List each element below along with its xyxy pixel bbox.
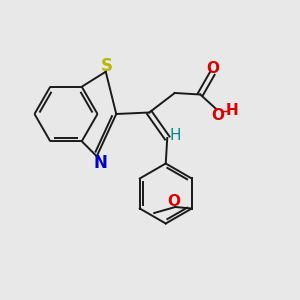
Text: O: O <box>212 108 224 123</box>
Text: H: H <box>170 128 182 142</box>
Text: O: O <box>206 61 219 76</box>
Text: O: O <box>167 194 180 209</box>
Text: H: H <box>226 103 239 118</box>
Text: N: N <box>93 154 107 172</box>
Text: S: S <box>101 57 113 75</box>
